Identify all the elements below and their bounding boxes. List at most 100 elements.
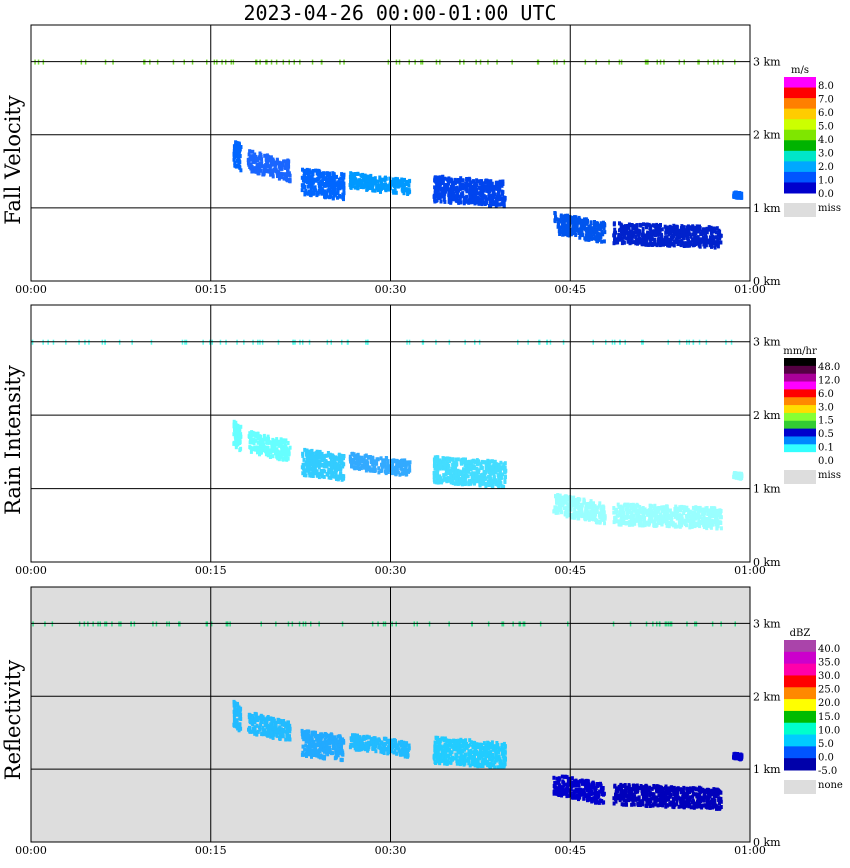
echo-cell — [601, 512, 605, 517]
echo-cluster — [432, 455, 508, 489]
colorbar-swatch — [784, 389, 816, 398]
echo-cell — [326, 739, 330, 744]
echo-cell — [665, 504, 669, 509]
echo-cell — [484, 178, 488, 183]
colorbar-swatch — [784, 365, 816, 375]
echo-cell — [256, 158, 260, 163]
echo-cell — [594, 235, 597, 240]
echo-cell — [572, 495, 576, 500]
echo-cell — [326, 461, 330, 466]
echo-cell — [737, 474, 741, 479]
echo-cell — [631, 516, 635, 521]
echo-cell — [594, 228, 597, 233]
echo-cell — [664, 515, 668, 520]
echo-cell — [334, 182, 338, 187]
echo-cell — [484, 460, 488, 465]
echo-cell — [301, 453, 305, 458]
echo-cell — [699, 508, 703, 513]
echo-cell — [459, 183, 463, 188]
echo-cell — [237, 164, 241, 169]
colorbar-swatch — [784, 87, 816, 99]
echo-cell — [443, 176, 447, 181]
echo-cell — [323, 195, 327, 200]
echo-cell — [391, 177, 395, 182]
echo-cell — [554, 505, 558, 510]
echo-cell — [329, 736, 333, 741]
echo-cell — [451, 457, 455, 462]
echo-cell — [361, 183, 365, 188]
echo-cell — [448, 459, 452, 464]
echo-cell — [487, 474, 491, 479]
echo-cell — [670, 234, 674, 239]
echo-cell — [614, 240, 618, 245]
echo-cell — [583, 223, 587, 228]
echo-cell — [662, 240, 666, 245]
echo-cell — [597, 232, 601, 237]
echo-cell — [437, 180, 441, 184]
echo-cell — [582, 221, 586, 226]
echo-cell — [400, 467, 404, 472]
echo-cell — [484, 184, 487, 189]
colorbar-label: 2.0 — [818, 162, 834, 173]
echo-cell — [373, 465, 377, 470]
echo-cell — [698, 244, 702, 249]
echo-cell — [360, 742, 364, 747]
echo-cell — [677, 239, 681, 244]
colorbar-swatch — [784, 150, 816, 162]
colorbar-swatch — [784, 397, 816, 406]
echo-cell — [591, 509, 595, 513]
echo-cluster — [612, 502, 723, 531]
echo-cell — [250, 166, 254, 171]
echo-cell — [474, 196, 478, 201]
echo-cell — [407, 460, 411, 465]
echo-cell — [326, 451, 330, 455]
echo-cell — [613, 515, 617, 520]
echo-cell — [575, 510, 579, 515]
echo-cell — [704, 506, 708, 511]
echo-cell — [488, 200, 492, 205]
echo-cell — [684, 228, 688, 233]
echo-cell — [380, 184, 384, 188]
echo-cell — [309, 193, 313, 198]
y-axis-label: Rain Intensity — [1, 365, 25, 515]
echo-cluster — [732, 190, 744, 200]
echo-cell — [692, 226, 696, 231]
echo-cell — [556, 498, 560, 503]
echo-cell — [653, 517, 657, 522]
echo-cell — [588, 501, 592, 506]
echo-cell — [358, 461, 362, 466]
echo-cell — [441, 177, 445, 182]
echo-cell — [481, 182, 485, 187]
echo-cell — [473, 481, 476, 486]
echo-cell — [322, 733, 326, 738]
echo-cluster — [247, 430, 292, 462]
echo-cell — [622, 232, 626, 237]
echo-cell — [370, 177, 374, 182]
echo-cell — [328, 189, 332, 194]
echo-cell — [260, 450, 263, 455]
echo-cell — [262, 729, 266, 734]
echo-cell — [252, 437, 256, 442]
echo-cell — [301, 451, 305, 456]
echo-cell — [675, 236, 679, 241]
echo-cell — [334, 471, 338, 476]
echo-cell — [300, 175, 304, 180]
echo-cell — [239, 717, 243, 721]
echo-cell — [328, 462, 332, 467]
echo-cell — [626, 239, 630, 244]
echo-cell — [301, 466, 305, 471]
echo-cell — [336, 191, 340, 196]
echo-cell — [690, 510, 694, 515]
echo-cell — [707, 238, 711, 243]
echo-cell — [371, 462, 375, 467]
echo-cell — [739, 194, 743, 199]
echo-cell — [665, 523, 669, 528]
echo-cell — [680, 517, 684, 522]
echo-cell — [255, 716, 258, 721]
echo-cell — [491, 468, 495, 473]
echo-cell — [314, 462, 318, 466]
echo-cell — [498, 197, 502, 202]
echo-cell — [664, 242, 668, 246]
echo-cell — [369, 460, 373, 465]
echo-cell — [690, 524, 694, 529]
